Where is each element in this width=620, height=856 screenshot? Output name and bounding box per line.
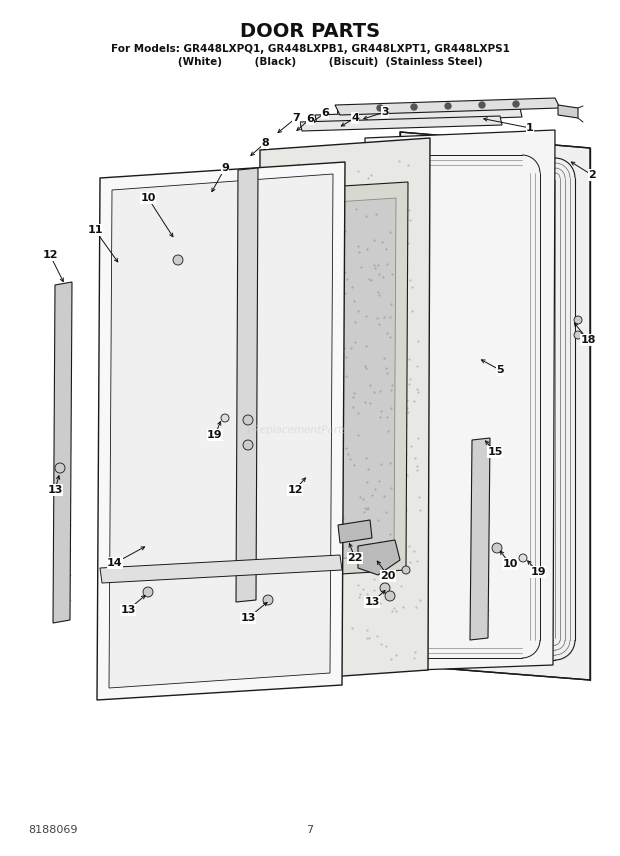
Text: 7: 7 — [292, 113, 300, 123]
Polygon shape — [276, 182, 408, 578]
Text: 15: 15 — [487, 447, 503, 457]
Text: DOOR PARTS: DOOR PARTS — [240, 22, 380, 41]
Polygon shape — [558, 105, 578, 118]
Text: 1: 1 — [526, 123, 534, 133]
Circle shape — [55, 463, 65, 473]
Text: 8: 8 — [261, 138, 269, 148]
Polygon shape — [363, 130, 555, 672]
Text: 10: 10 — [502, 559, 518, 569]
Text: 10: 10 — [140, 193, 156, 203]
Circle shape — [143, 587, 153, 597]
Polygon shape — [358, 540, 400, 575]
Text: 6: 6 — [306, 114, 314, 124]
Polygon shape — [338, 520, 372, 543]
Text: For Models: GR448LXPQ1, GR448LXPB1, GR448LXPT1, GR448LXPS1: For Models: GR448LXPQ1, GR448LXPB1, GR44… — [110, 44, 510, 54]
Text: 6: 6 — [321, 108, 329, 118]
Text: 14: 14 — [107, 558, 123, 568]
Text: 11: 11 — [87, 225, 103, 235]
Circle shape — [173, 255, 183, 265]
Circle shape — [377, 105, 383, 111]
Circle shape — [243, 440, 253, 450]
Circle shape — [263, 595, 273, 605]
Circle shape — [411, 104, 417, 110]
Text: 18: 18 — [580, 335, 596, 345]
Polygon shape — [97, 162, 345, 700]
Circle shape — [385, 591, 395, 601]
Circle shape — [513, 101, 519, 107]
Text: 22: 22 — [347, 553, 363, 563]
Text: 13: 13 — [120, 605, 136, 615]
Text: 5: 5 — [496, 365, 504, 375]
Text: eReplacementParts.com: eReplacementParts.com — [246, 425, 374, 435]
Polygon shape — [400, 132, 590, 680]
Circle shape — [519, 554, 527, 562]
Text: (White)         (Black)         (Biscuit)  (Stainless Steel): (White) (Black) (Biscuit) (Stainless Ste… — [138, 57, 482, 67]
Polygon shape — [470, 438, 490, 640]
Polygon shape — [109, 174, 333, 688]
Text: 19: 19 — [207, 430, 223, 440]
Circle shape — [402, 566, 410, 574]
Text: 12: 12 — [287, 485, 303, 495]
Polygon shape — [258, 138, 430, 682]
Text: 13: 13 — [241, 613, 255, 623]
Text: 3: 3 — [381, 107, 389, 117]
Polygon shape — [288, 198, 396, 562]
Circle shape — [574, 331, 582, 339]
Circle shape — [445, 103, 451, 109]
Text: 4: 4 — [351, 113, 359, 123]
Circle shape — [380, 583, 390, 593]
Polygon shape — [315, 108, 522, 124]
Text: 9: 9 — [221, 163, 229, 173]
Text: 13: 13 — [47, 485, 63, 495]
Polygon shape — [100, 555, 342, 583]
Polygon shape — [53, 282, 72, 623]
Circle shape — [492, 543, 502, 553]
Circle shape — [276, 572, 284, 580]
Polygon shape — [300, 116, 502, 131]
Text: 8188069: 8188069 — [28, 825, 78, 835]
Text: 19: 19 — [530, 567, 546, 577]
Circle shape — [574, 316, 582, 324]
Polygon shape — [335, 98, 560, 115]
Circle shape — [479, 102, 485, 108]
Circle shape — [243, 415, 253, 425]
Polygon shape — [236, 168, 258, 602]
Text: 7: 7 — [306, 825, 314, 835]
Circle shape — [221, 414, 229, 422]
Text: 13: 13 — [365, 597, 379, 607]
Text: 12: 12 — [42, 250, 58, 260]
Text: 20: 20 — [380, 571, 396, 581]
Text: 2: 2 — [588, 170, 596, 180]
